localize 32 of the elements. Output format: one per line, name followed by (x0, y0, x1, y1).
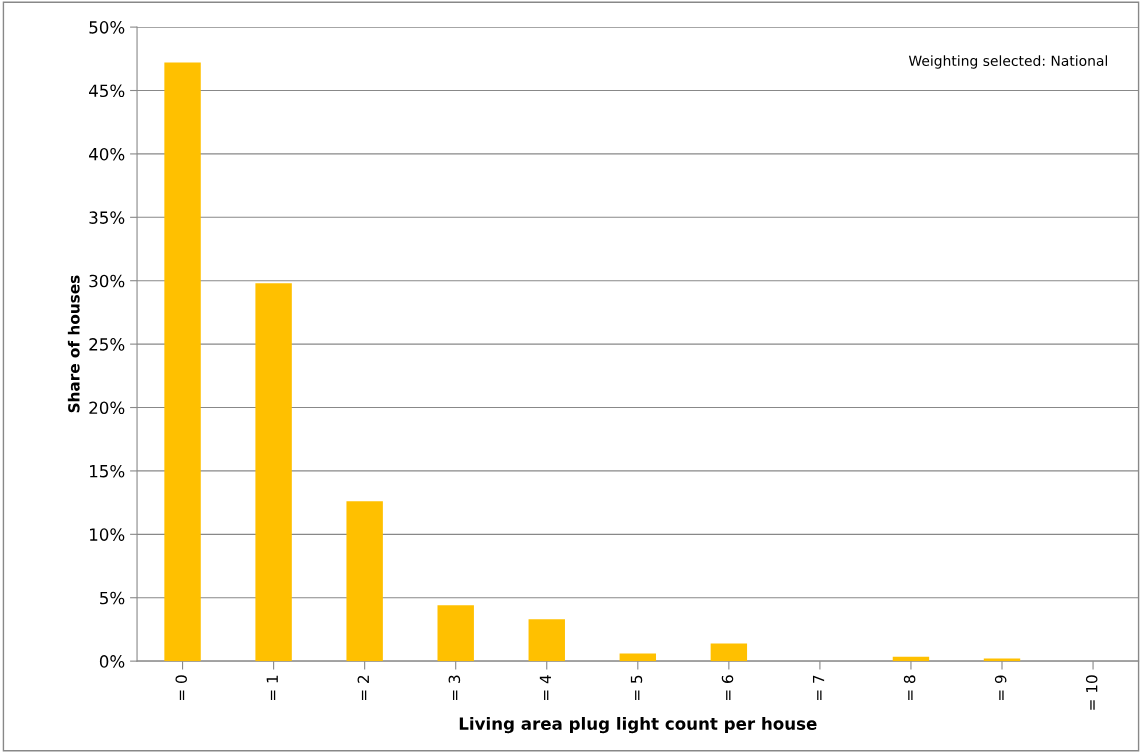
y-tick-label: 40% (89, 147, 125, 161)
x-axis-title: Living area plug light count per house (459, 716, 817, 734)
y-axis-title: Share of houses (67, 275, 80, 413)
bar (164, 62, 201, 662)
x-tick-label: = 5 (630, 675, 643, 701)
bar (528, 619, 565, 662)
x-tick-label: = 10 (1085, 675, 1098, 710)
y-tick-label: 25% (89, 338, 125, 351)
bar (346, 501, 383, 662)
y-tick-label: 0% (99, 655, 125, 668)
x-tick-label: = 4 (539, 675, 551, 701)
y-tick-label: 10% (90, 528, 125, 541)
y-tick-label: 30% (89, 274, 125, 288)
bar (437, 605, 474, 662)
x-tick-label: = 9 (994, 675, 1007, 701)
y-tick-label: 50% (89, 21, 125, 34)
y-tick-label: 5% (100, 591, 125, 605)
x-tick-label: = 8 (903, 675, 916, 701)
x-tick-label: = 3 (448, 675, 461, 701)
bar (710, 643, 748, 662)
bar (619, 653, 657, 662)
x-tick-label: = 1 (266, 675, 278, 701)
annotation: Weighting selected: National (908, 55, 1108, 69)
x-tick-label: = 6 (721, 675, 734, 701)
x-tick-label: = 7 (812, 675, 825, 701)
y-tick-label: 20% (89, 401, 125, 415)
y-tick-label: 45% (89, 84, 125, 98)
y-tick-label: 15% (90, 464, 125, 478)
y-tick-label: 35% (89, 211, 125, 224)
bar (255, 283, 292, 662)
x-tick-label: = 0 (175, 675, 187, 701)
x-tick-label: = 2 (357, 675, 369, 701)
